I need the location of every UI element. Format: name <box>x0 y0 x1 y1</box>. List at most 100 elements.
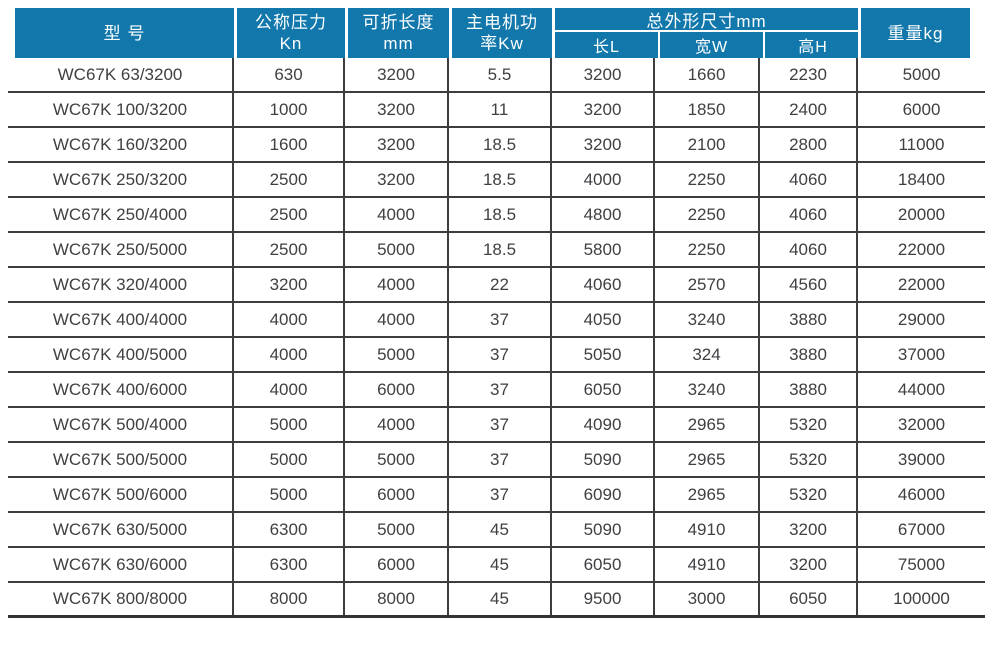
cell-pressure: 4000 <box>234 303 345 336</box>
header-dimensions-group: 总外形尺寸mm 长L 宽W 高H <box>552 8 858 58</box>
cell-model: WC67K 500/5000 <box>8 443 234 476</box>
cell-length: 8000 <box>345 583 449 615</box>
table-row: WC67K 500/4000 5000 4000 37 4090 2965 5320 3200… <box>8 408 985 443</box>
table-row: WC67K 400/5000 4000 5000 37 5050 324 3880 37000 <box>8 338 985 373</box>
header-model-label: 型 号 <box>103 23 146 43</box>
cell-power: 22 <box>449 268 552 301</box>
header-fold-length-line1: 可折长度 <box>362 13 435 32</box>
header-motor-power-line2: 率Kw <box>480 34 524 53</box>
cell-model: WC67K 250/5000 <box>8 233 234 266</box>
cell-model: WC67K 250/3200 <box>8 163 234 196</box>
cell-dim-h: 4060 <box>760 163 858 196</box>
table-row: WC67K 400/6000 4000 6000 37 6050 3240 3880 4400… <box>8 373 985 408</box>
table-row: WC67K 800/8000 8000 8000 45 9500 3000 6050 1000… <box>8 583 985 618</box>
cell-length: 3200 <box>345 163 449 196</box>
cell-power: 18.5 <box>449 163 552 196</box>
cell-dim-w: 2965 <box>655 478 760 511</box>
table-row: WC67K 630/5000 6300 5000 45 5090 4910 3200 6700… <box>8 513 985 548</box>
cell-model: WC67K 400/5000 <box>8 338 234 371</box>
cell-weight: 18400 <box>897 169 946 189</box>
cell-dim-h: 2800 <box>760 128 858 161</box>
header-pressure: 公称压力 Kn <box>234 8 345 58</box>
cell-dim-l: 4000 <box>552 163 655 196</box>
cell-power: 37 <box>449 373 552 406</box>
cell-dim-w: 2100 <box>655 128 760 161</box>
cell-pressure: 2500 <box>234 233 345 266</box>
cell-length: 6000 <box>345 478 449 511</box>
cell-dim-w: 4910 <box>655 548 760 581</box>
table-row: WC67K 63/3200 630 3200 5.5 3200 1660 2230 5000 <box>8 58 985 93</box>
cell-dim-l: 4050 <box>552 303 655 336</box>
cell-power: 37 <box>449 303 552 336</box>
cell-length: 4000 <box>345 268 449 301</box>
table-row: WC67K 250/5000 2500 5000 18.5 5800 2250 4060 22… <box>8 233 985 268</box>
cell-dim-w: 1660 <box>655 58 760 91</box>
cell-dim-l: 6050 <box>552 373 655 406</box>
cell-dim-l: 3200 <box>552 128 655 161</box>
cell-dim-l: 4800 <box>552 198 655 231</box>
cell-dim-l: 3200 <box>552 58 655 91</box>
cell-power: 18.5 <box>449 128 552 161</box>
table-row: WC67K 250/4000 2500 4000 18.5 4800 2250 4060 20… <box>8 198 985 233</box>
cell-pressure: 4000 <box>234 373 345 406</box>
cell-power: 37 <box>449 478 552 511</box>
cell-weight: 32000 <box>897 414 946 434</box>
cell-power: 45 <box>449 548 552 581</box>
cell-weight: 6000 <box>902 99 941 119</box>
cell-model: WC67K 800/8000 <box>8 583 234 615</box>
cell-power: 18.5 <box>449 233 552 266</box>
cell-dim-h: 2230 <box>760 58 858 91</box>
cell-pressure: 5000 <box>234 443 345 476</box>
table-row: WC67K 400/4000 4000 4000 37 4050 3240 3880 2900… <box>8 303 985 338</box>
cell-dim-h: 5320 <box>760 408 858 441</box>
cell-pressure: 3200 <box>234 268 345 301</box>
cell-dim-h: 3880 <box>760 303 858 336</box>
cell-dim-h: 2400 <box>760 93 858 126</box>
cell-dim-h: 4560 <box>760 268 858 301</box>
cell-dim-l: 4090 <box>552 408 655 441</box>
cell-model: WC67K 630/5000 <box>8 513 234 546</box>
table-row: WC67K 500/6000 5000 6000 37 6090 2965 5320 4600… <box>8 478 985 513</box>
table-body: WC67K 63/3200 630 3200 5.5 3200 1660 2230 5000 W… <box>8 58 985 618</box>
cell-weight: 39000 <box>897 449 946 469</box>
cell-dim-h: 4060 <box>760 233 858 266</box>
header-dim-height: 高H <box>763 32 861 58</box>
header-dimensions-subrow: 长L 宽W 高H <box>555 32 858 58</box>
cell-length: 3200 <box>345 58 449 91</box>
cell-model: WC67K 400/6000 <box>8 373 234 406</box>
cell-pressure: 6300 <box>234 513 345 546</box>
cell-power: 45 <box>449 513 552 546</box>
cell-model: WC67K 63/3200 <box>8 58 234 91</box>
cell-dim-h: 3880 <box>760 338 858 371</box>
cell-weight: 22000 <box>897 274 946 294</box>
cell-pressure: 5000 <box>234 478 345 511</box>
header-pressure-line1: 公称压力 <box>255 13 327 32</box>
cell-length: 4000 <box>345 408 449 441</box>
cell-pressure: 5000 <box>234 408 345 441</box>
cell-model: WC67K 500/6000 <box>8 478 234 511</box>
cell-dim-l: 5050 <box>552 338 655 371</box>
cell-weight: 100000 <box>893 589 950 608</box>
table-header: 型 号 公称压力 Kn 可折长度 mm 主电机功 率Kw 总外形尺寸mm 长L … <box>15 8 970 58</box>
cell-length: 6000 <box>345 373 449 406</box>
cell-dim-h: 5320 <box>760 443 858 476</box>
cell-weight: 67000 <box>897 519 946 539</box>
cell-dim-l: 4060 <box>552 268 655 301</box>
cell-dim-w: 324 <box>655 338 760 371</box>
cell-dim-w: 3240 <box>655 373 760 406</box>
cell-length: 4000 <box>345 303 449 336</box>
header-motor-power: 主电机功 率Kw <box>449 8 552 58</box>
cell-model: WC67K 320/4000 <box>8 268 234 301</box>
cell-dim-w: 3000 <box>655 583 760 615</box>
cell-dim-w: 4910 <box>655 513 760 546</box>
header-model: 型 号 <box>15 8 234 58</box>
cell-power: 37 <box>449 443 552 476</box>
cell-model: WC67K 630/6000 <box>8 548 234 581</box>
table-row: WC67K 630/6000 6300 6000 45 6050 4910 3200 7500… <box>8 548 985 583</box>
table-row: WC67K 250/3200 2500 3200 18.5 4000 2250 4060 18… <box>8 163 985 198</box>
cell-model: WC67K 250/4000 <box>8 198 234 231</box>
cell-dim-h: 3880 <box>760 373 858 406</box>
cell-model: WC67K 400/4000 <box>8 303 234 336</box>
header-dimensions-title: 总外形尺寸mm <box>555 8 858 32</box>
cell-dim-w: 2965 <box>655 443 760 476</box>
